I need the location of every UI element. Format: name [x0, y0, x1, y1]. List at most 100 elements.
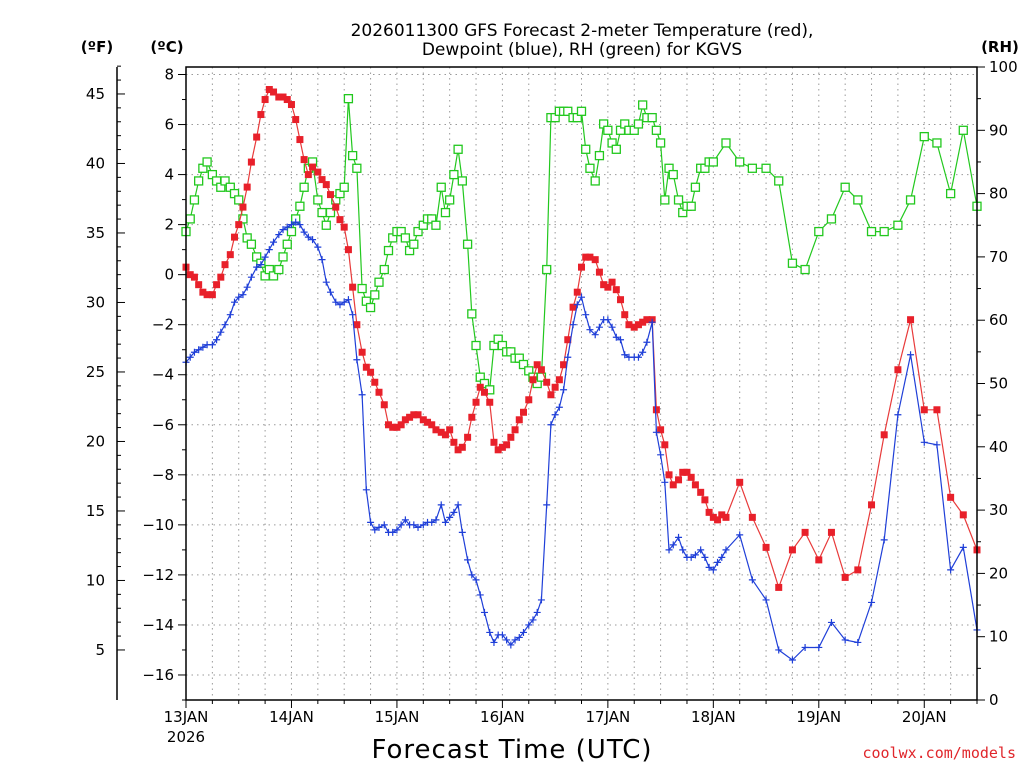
rh-point: [436, 182, 446, 192]
temperature-point: [367, 368, 375, 376]
temperature-point: [336, 216, 344, 224]
dewpoint-point: [472, 576, 480, 584]
temperature-point: [687, 473, 695, 481]
temperature-point: [947, 493, 955, 501]
rh-point: [313, 195, 323, 205]
dewpoint-point: [296, 221, 304, 229]
temperature-point: [697, 488, 705, 496]
temperature-point: [332, 203, 340, 211]
rh-point: [246, 239, 257, 249]
temperature-point: [775, 583, 783, 591]
temperature-point: [714, 516, 722, 524]
rh-tick-label: 60: [989, 311, 1008, 329]
x-tick-label: 18JAN: [691, 708, 736, 726]
temperature-point: [762, 543, 770, 551]
temperature-point: [371, 378, 379, 386]
rh-point: [826, 214, 837, 224]
rh-point: [467, 309, 477, 319]
temperature-point: [358, 348, 366, 356]
temperature-point: [643, 316, 651, 324]
dewpoint-point: [292, 218, 300, 226]
rh-tick-label: 50: [989, 375, 1008, 393]
dewpoint-point: [643, 338, 651, 346]
celsius-tick-label: 6: [164, 116, 174, 134]
rh-point: [673, 195, 684, 205]
temperature-point: [529, 376, 537, 384]
rh-point: [457, 176, 467, 186]
temperature-point: [446, 426, 454, 434]
dewpoint-point: [393, 526, 401, 534]
dewpoint-point: [748, 576, 756, 584]
fahrenheit-tick-label: 10: [86, 571, 105, 589]
dewpoint-point: [880, 536, 888, 544]
temperature-point: [525, 396, 533, 404]
rh-tick-label: 70: [989, 248, 1008, 266]
celsius-tick-label: −8: [152, 466, 174, 484]
temperature-point: [226, 251, 234, 259]
dewpoint-point: [283, 223, 291, 231]
dewpoint-point: [691, 551, 699, 559]
fahrenheit-tick-label: 30: [86, 293, 105, 311]
rh-tick-label: 90: [989, 121, 1008, 139]
temperature-point: [827, 528, 835, 536]
temperature-point: [340, 223, 348, 231]
temperature-point: [621, 311, 629, 319]
dewpoint-point: [507, 641, 515, 649]
dewpoint-point: [257, 261, 265, 269]
temperature-point: [515, 416, 523, 424]
temperature-point: [547, 391, 555, 399]
dewpoint-point: [490, 638, 498, 646]
temperature-point: [432, 426, 440, 434]
dewpoint-point: [519, 628, 527, 636]
rh-tick-label: 10: [989, 628, 1008, 646]
dewpoint-point: [419, 521, 427, 529]
x-tick-year-label: 2026: [167, 728, 205, 746]
temperature-point: [959, 511, 967, 519]
dewpoint-point: [564, 353, 572, 361]
dewpoint-point: [362, 486, 370, 494]
temperature-point: [270, 88, 278, 96]
temperature-point: [195, 281, 203, 289]
data-series: [181, 86, 982, 664]
temperature-point: [344, 246, 352, 254]
celsius-tick-label: 2: [164, 216, 174, 234]
dewpoint-point: [868, 598, 876, 606]
dewpoint-point: [775, 646, 783, 654]
dewpoint-point: [314, 243, 322, 251]
dewpoint-point: [486, 628, 494, 636]
temperature-point: [511, 426, 519, 434]
rh-point: [594, 150, 605, 161]
temperature-point: [560, 361, 568, 369]
rh-point: [932, 138, 942, 148]
dewpoint-point: [371, 526, 379, 534]
fahrenheit-tick-label: 15: [86, 502, 105, 520]
temperature-point: [675, 476, 683, 484]
dewpoint-point: [578, 293, 585, 301]
rh-point: [638, 100, 648, 110]
temperature-point: [582, 253, 590, 261]
rh-point: [274, 264, 284, 275]
dewpoint-point: [894, 411, 902, 419]
rh-point: [603, 125, 613, 135]
rh-point: [774, 176, 784, 186]
dewpoint-point: [332, 298, 340, 306]
dewpoint-point: [432, 516, 440, 524]
dewpoint-point: [591, 331, 599, 339]
dewpoint-point: [801, 643, 809, 651]
rh-point: [379, 264, 389, 275]
dewpoint-point: [235, 293, 243, 301]
dewpoint-point: [718, 553, 726, 561]
dewpoint-point: [612, 333, 620, 341]
rh-point: [325, 207, 336, 218]
rh-point: [735, 157, 745, 167]
rh-tick-label: 20: [989, 564, 1008, 582]
temperature-point: [380, 401, 388, 409]
rh-point: [462, 239, 473, 249]
plot-frame: [185, 66, 978, 701]
rh-point: [651, 125, 662, 135]
dewpoint-point: [687, 553, 695, 561]
rh-series: [181, 94, 982, 395]
dewpoint-point: [648, 318, 656, 326]
temperature-point: [625, 321, 633, 329]
temperature-point: [652, 406, 660, 414]
